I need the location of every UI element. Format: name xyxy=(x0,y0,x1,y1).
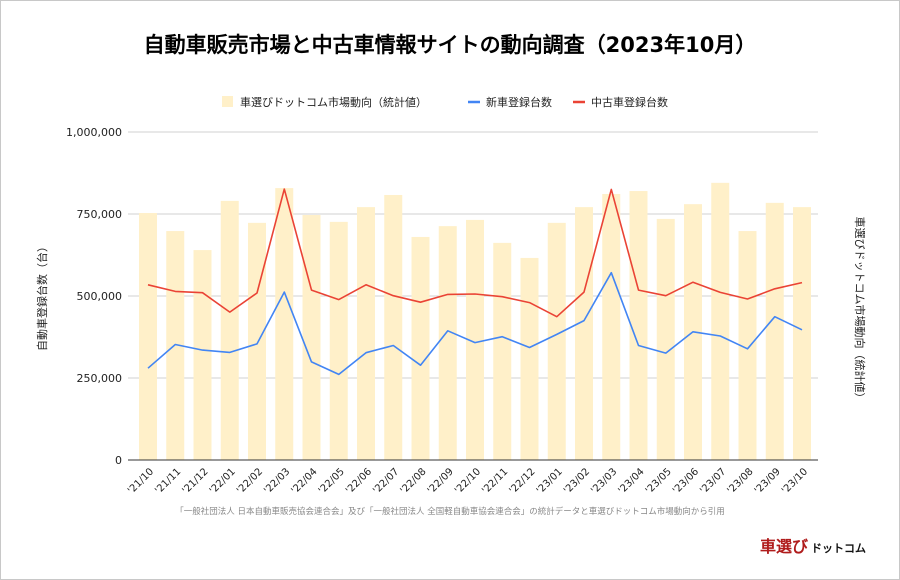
x-tick-label: '22/12 xyxy=(508,466,538,496)
bar-market-trend xyxy=(220,200,239,460)
brand-logo: 車選び ドットコム xyxy=(760,537,866,556)
x-tick-label: '23/02 xyxy=(562,466,592,496)
x-tick-label: '21/12 xyxy=(181,466,211,496)
y-tick-label: 250,000 xyxy=(77,372,123,385)
x-tick-label: '22/06 xyxy=(344,466,374,496)
bar-market-trend xyxy=(248,222,266,460)
x-tick-label: '22/08 xyxy=(399,466,429,496)
bar-market-trend xyxy=(547,222,566,460)
bar-market-trend xyxy=(139,213,157,460)
y-tick-label: 1,000,000 xyxy=(66,126,122,139)
bar-market-trend xyxy=(520,257,539,460)
bar-market-trend xyxy=(602,193,621,460)
x-tick-label: '22/03 xyxy=(262,466,292,496)
logo-main: 車選び xyxy=(760,537,809,556)
bar-market-trend xyxy=(656,218,675,460)
source-note: 「一般社団法人 日本自動車販売協会連合会」及び「一般社団法人 全国軽自動車協会連… xyxy=(175,506,724,517)
bar-market-trend xyxy=(411,236,430,460)
legend-label-used: 中古車登録台数 xyxy=(591,95,668,109)
x-tick-label: '22/07 xyxy=(371,466,401,496)
line-used-car-registrations xyxy=(147,188,803,318)
x-tick-label: '22/10 xyxy=(453,466,483,496)
bar-market-trend xyxy=(193,250,212,460)
bar-market-trend xyxy=(575,207,593,460)
bar-market-trend xyxy=(493,242,512,460)
x-tick-label: '23/10 xyxy=(780,466,810,496)
y-tick-label: 750,000 xyxy=(77,208,123,221)
bar-market-trend xyxy=(711,182,730,460)
bar-market-trend xyxy=(384,194,403,460)
x-tick-label: '21/11 xyxy=(153,466,183,496)
y-tick-label: 500,000 xyxy=(77,290,123,303)
legend-swatch-bar xyxy=(222,96,233,107)
bar-market-trend xyxy=(765,202,784,460)
logo-sub: ドットコム xyxy=(811,542,866,555)
x-tick-label: '22/11 xyxy=(480,466,510,496)
bar-market-trend xyxy=(275,188,294,460)
x-tick-label: '23/09 xyxy=(753,466,783,496)
bar-market-trend xyxy=(357,207,375,460)
bar-market-trend xyxy=(438,226,457,460)
x-tick-label: '23/08 xyxy=(726,466,756,496)
x-tick-label: '23/05 xyxy=(644,466,674,496)
x-tick-label: '22/05 xyxy=(317,466,347,496)
y-tick-label: 0 xyxy=(115,454,122,467)
legend-label-new: 新車登録台数 xyxy=(486,95,552,109)
x-tick-label: '23/01 xyxy=(535,466,565,496)
bar-market-trend xyxy=(738,231,757,460)
y2-axis-label: 車選びドットコム市場動向（統計値） xyxy=(853,217,867,404)
bar-market-trend xyxy=(629,191,648,461)
y-axis-label: 自動車登録台数（台） xyxy=(35,241,49,351)
bar-market-trend xyxy=(793,207,811,460)
x-tick-label: '22/04 xyxy=(290,466,320,496)
x-tick-label: '23/03 xyxy=(589,466,619,496)
x-tick-label: '23/04 xyxy=(617,466,647,496)
line-new-car-registrations xyxy=(147,271,803,376)
chart-title: 自動車販売市場と中古車情報サイトの動向調査（2023年10月） xyxy=(144,33,757,57)
x-tick-label: '22/01 xyxy=(208,466,238,496)
bar-market-trend xyxy=(302,214,321,460)
bar-market-trend xyxy=(466,219,484,460)
legend: 車選びドットコム市場動向（統計値） 新車登録台数 中古車登録台数 xyxy=(222,95,668,109)
bar-market-trend xyxy=(329,221,348,460)
x-tick-label: '23/07 xyxy=(698,466,728,496)
x-tick-label: '21/10 xyxy=(126,466,156,496)
x-tick-label: '23/06 xyxy=(671,466,701,496)
x-tick-label: '22/02 xyxy=(235,466,265,496)
legend-label-bar: 車選びドットコム市場動向（統計値） xyxy=(240,95,427,109)
x-tick-label: '22/09 xyxy=(426,466,456,496)
